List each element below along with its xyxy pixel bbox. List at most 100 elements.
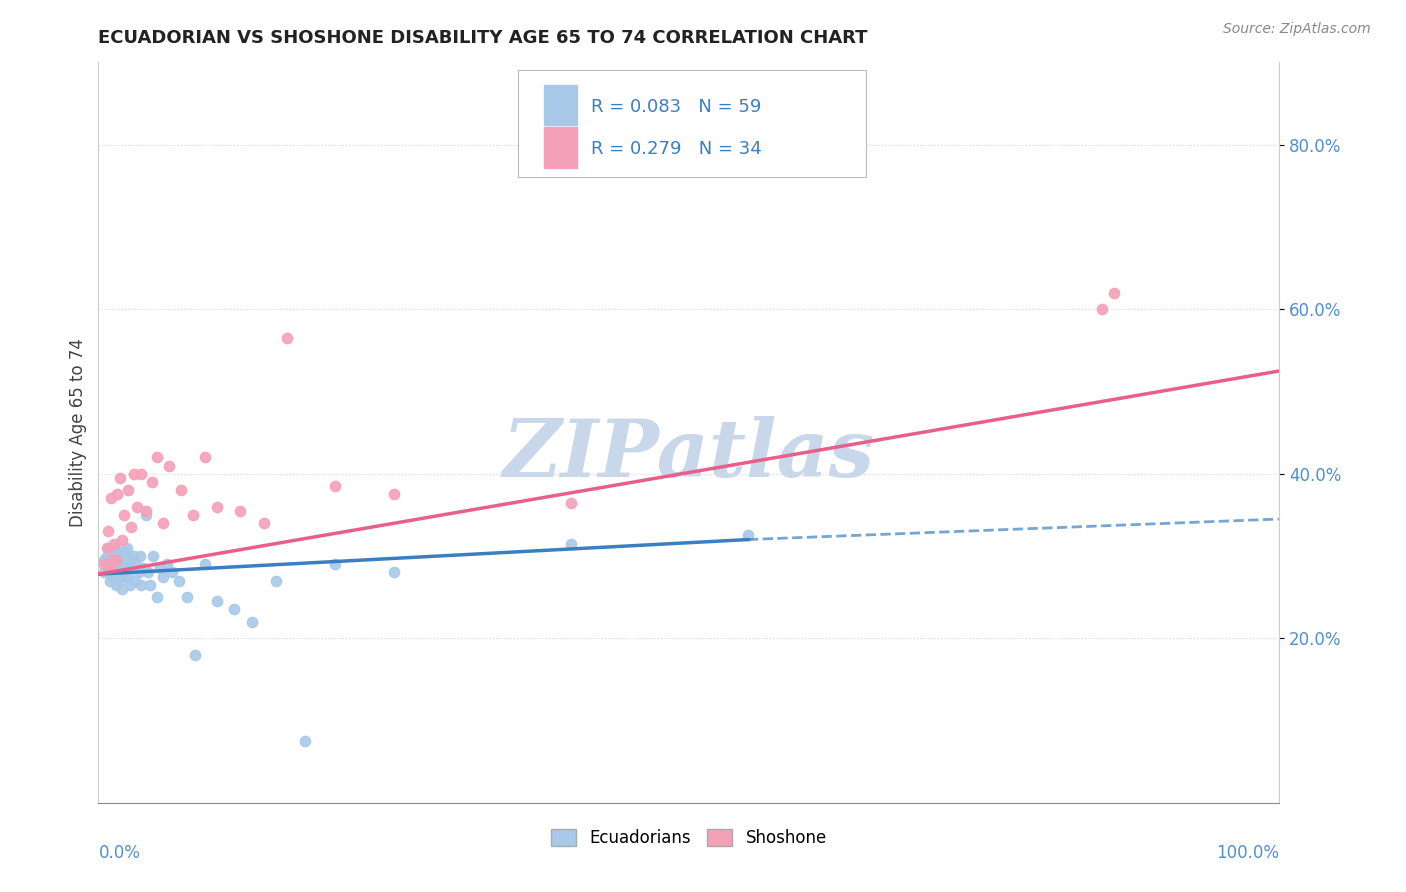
Point [108,545,131,559]
Point [120,578,142,592]
Point [111,561,134,575]
Point [104,541,127,555]
Text: R = 0.279   N = 34: R = 0.279 N = 34 [591,140,762,159]
Point [152,516,174,530]
Point [184,648,207,662]
Point [97,524,120,539]
Point [96,549,118,563]
Point [135,508,157,522]
Point [111,582,134,596]
Point [101,553,124,567]
Point [101,566,124,580]
Point [382,566,405,580]
Point [128,549,150,563]
Point [146,450,169,465]
Text: Source: ZipAtlas.com: Source: ZipAtlas.com [1223,22,1371,37]
Point [132,561,155,575]
Point [105,553,128,567]
Point [294,734,316,748]
Point [176,590,198,604]
Point [93,566,115,580]
Point [152,569,174,583]
Point [136,566,159,580]
Point [110,569,132,583]
Point [323,479,346,493]
Point [112,569,135,583]
Point [108,558,131,572]
Point [97,561,120,575]
Point [382,487,405,501]
Point [112,545,135,559]
Point [139,578,162,592]
Point [100,491,122,506]
Point [129,467,152,481]
Point [111,533,134,547]
Point [149,561,172,575]
Point [101,549,124,563]
Point [93,558,115,572]
Point [276,331,298,345]
Point [107,574,129,588]
Point [108,471,131,485]
Point [105,578,128,592]
Point [205,594,228,608]
Point [103,536,125,550]
FancyBboxPatch shape [544,128,576,168]
Point [103,553,125,567]
Point [205,500,228,514]
Point [160,566,183,580]
Point [98,558,121,572]
Point [253,516,276,530]
Point [240,615,263,629]
Point [194,450,217,465]
Point [112,508,135,522]
Point [170,483,193,498]
Point [142,549,165,563]
Point [114,558,136,572]
Legend: Ecuadorians, Shoshone: Ecuadorians, Shoshone [544,822,834,854]
Point [1091,302,1114,317]
Point [117,483,139,498]
Point [560,495,582,509]
Point [146,590,169,604]
Text: R = 0.083   N = 59: R = 0.083 N = 59 [591,98,761,116]
Point [224,602,246,616]
Point [122,467,145,481]
Point [124,574,146,588]
Y-axis label: Disability Age 65 to 74: Disability Age 65 to 74 [69,338,87,527]
Point [121,520,143,534]
Point [167,574,190,588]
Text: ECUADORIAN VS SHOSHONE DISABILITY AGE 65 TO 74 CORRELATION CHART: ECUADORIAN VS SHOSHONE DISABILITY AGE 65… [98,29,868,47]
Point [105,549,128,563]
Point [323,558,346,572]
Text: ZIPatlas: ZIPatlas [503,416,875,493]
Point [141,475,163,489]
FancyBboxPatch shape [517,70,866,178]
Point [125,558,148,572]
Point [96,541,118,555]
Point [127,500,149,514]
Text: 100.0%: 100.0% [1216,844,1279,862]
Point [98,574,121,588]
Point [93,553,115,567]
Point [560,536,582,550]
Text: 0.0%: 0.0% [98,844,141,862]
Point [121,561,143,575]
Point [737,528,759,542]
Point [105,487,128,501]
Point [115,541,138,555]
Point [229,504,252,518]
Point [97,541,120,555]
Point [105,561,128,575]
Point [156,558,179,572]
FancyBboxPatch shape [544,85,576,126]
Point [103,569,125,583]
Point [264,574,287,588]
Point [1102,285,1125,300]
Point [122,549,145,563]
Point [118,553,141,567]
Point [194,558,217,572]
Point [128,566,150,580]
Point [157,458,180,473]
Point [181,508,204,522]
